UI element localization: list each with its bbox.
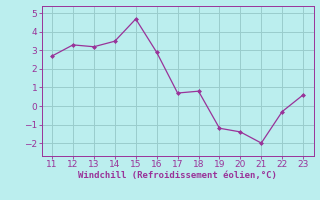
X-axis label: Windchill (Refroidissement éolien,°C): Windchill (Refroidissement éolien,°C) (78, 171, 277, 180)
